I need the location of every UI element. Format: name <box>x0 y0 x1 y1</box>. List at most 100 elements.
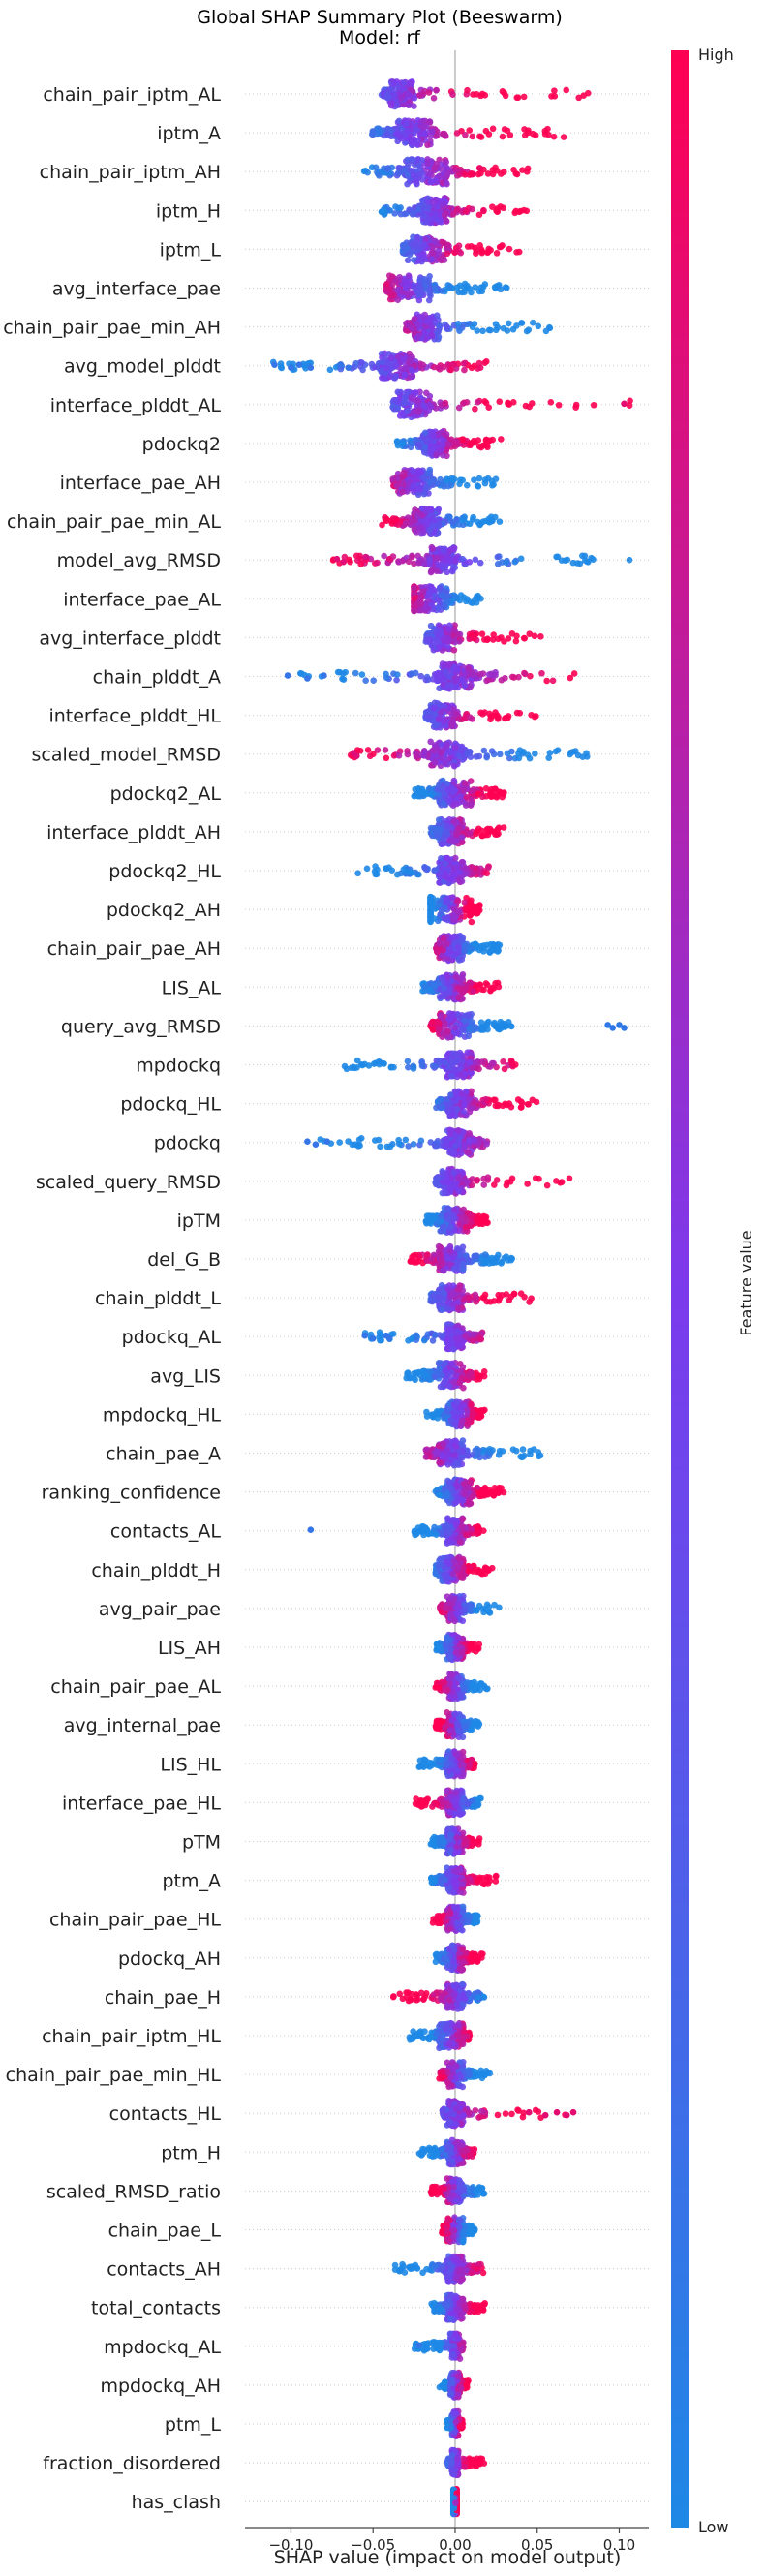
shap-point <box>427 622 435 629</box>
shap-point <box>470 988 476 995</box>
feature-label: LIS_AH <box>158 1638 221 1659</box>
shap-point <box>435 520 443 528</box>
shap-point <box>529 319 536 326</box>
shap-point <box>404 751 412 758</box>
shap-point <box>391 210 398 217</box>
shap-point <box>432 177 439 184</box>
shap-point <box>394 296 402 304</box>
shap-point <box>422 866 430 873</box>
shap-point <box>452 248 460 256</box>
shap-point <box>420 241 428 248</box>
shap-point <box>476 902 483 908</box>
shap-point <box>454 897 462 905</box>
shap-point <box>569 748 577 755</box>
shap-point <box>405 102 413 109</box>
feature-label: has_clash <box>132 2492 221 2513</box>
shap-point <box>461 780 469 787</box>
shap-point <box>503 284 510 291</box>
shap-point <box>326 366 334 374</box>
shap-point <box>443 895 450 903</box>
shap-point <box>434 216 441 223</box>
shap-point <box>417 600 425 607</box>
shap-point <box>432 983 439 990</box>
shap-point <box>370 751 377 758</box>
shap-point <box>468 243 475 250</box>
shap-point <box>481 709 488 716</box>
shap-point <box>430 95 438 102</box>
shap-point <box>516 710 524 717</box>
shap-point <box>444 242 451 249</box>
shap-point <box>522 670 529 678</box>
shap-point <box>410 1065 417 1072</box>
shap-point <box>583 750 590 757</box>
shap-point <box>368 360 376 368</box>
shap-point <box>427 905 434 913</box>
shap-point <box>441 915 448 922</box>
shap-point <box>449 519 457 526</box>
shap-point <box>411 585 417 592</box>
shap-point <box>393 101 401 108</box>
feature-label: pdockq2_HL <box>108 861 221 882</box>
shap-point <box>435 1026 442 1032</box>
shap-point <box>402 284 410 291</box>
shap-point <box>400 441 407 447</box>
shap-point <box>470 1026 477 1033</box>
shap-point <box>398 95 405 102</box>
shap-point <box>420 212 427 220</box>
shap-point <box>488 748 496 754</box>
shap-point <box>476 670 484 678</box>
shap-point <box>400 79 408 87</box>
shap-point <box>551 92 559 100</box>
shap-point <box>438 854 444 862</box>
shap-point <box>358 359 365 366</box>
shap-point <box>452 934 460 940</box>
shap-point-outlier <box>288 364 294 372</box>
shap-point <box>374 559 381 567</box>
shap-point <box>405 558 413 566</box>
shap-point <box>395 117 403 125</box>
chart-subtitle: Model: rf <box>339 27 421 48</box>
shap-point <box>375 125 382 132</box>
feature-label: interface_plddt_HL <box>48 706 221 727</box>
shap-point <box>412 785 419 793</box>
shap-point <box>454 321 462 327</box>
shap-point <box>554 747 562 753</box>
feature-label: pdockq2_AL <box>110 783 222 805</box>
feature-label: interface_plddt_AH <box>46 822 221 843</box>
shap-point <box>423 318 431 325</box>
shap-point <box>458 743 466 751</box>
shap-point <box>473 830 479 838</box>
shap-point <box>443 210 450 217</box>
shap-point <box>467 683 474 690</box>
shap-point <box>483 636 491 644</box>
shap-point <box>453 710 460 718</box>
shap-point <box>444 830 451 837</box>
shap-point <box>483 870 491 877</box>
shap-point <box>426 170 433 178</box>
shap-point <box>412 389 419 396</box>
shap-point <box>513 322 520 329</box>
shap-point <box>500 324 507 332</box>
shap-point <box>443 940 450 948</box>
shap-point <box>472 556 479 564</box>
shap-point <box>450 818 457 825</box>
shap-point <box>427 912 434 919</box>
shap-point <box>496 788 504 796</box>
shap-point <box>481 281 489 288</box>
shap-point <box>414 559 422 567</box>
feature-label: chain_pair_pae_AL <box>50 1676 221 1698</box>
beeswarm-points <box>269 78 633 2518</box>
shap-point <box>399 355 407 362</box>
shap-point <box>391 397 399 404</box>
shap-point <box>475 288 483 295</box>
feature-label: LIS_HL <box>160 1754 221 1775</box>
shap-point <box>418 251 425 259</box>
shap-point <box>484 676 492 684</box>
shap-point <box>406 80 413 87</box>
shap-point <box>428 506 435 514</box>
shap-point <box>434 1018 442 1026</box>
shap-point <box>472 284 479 291</box>
shap-point <box>431 164 438 171</box>
shap-point <box>461 366 468 374</box>
